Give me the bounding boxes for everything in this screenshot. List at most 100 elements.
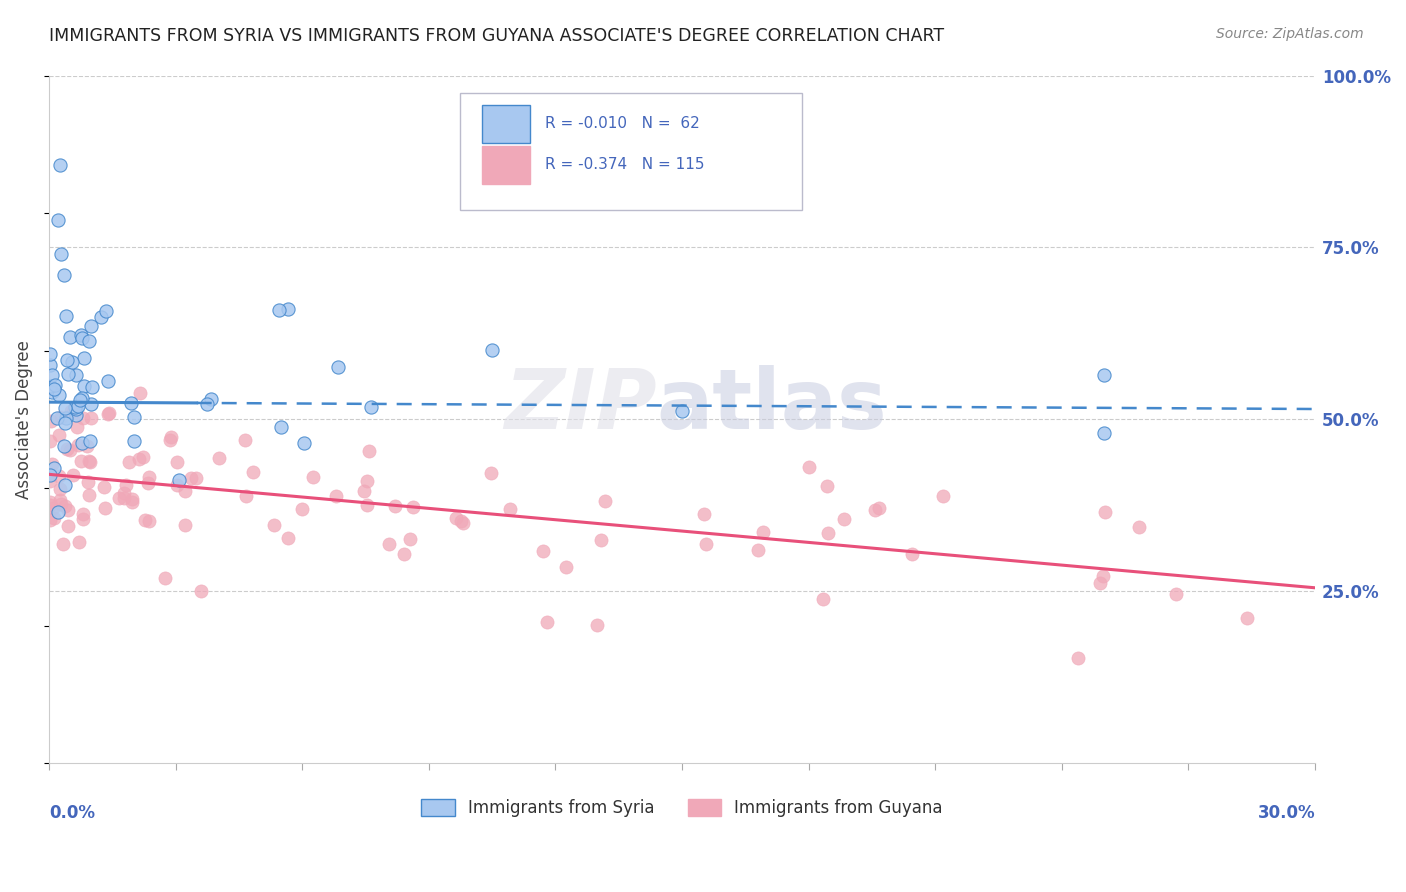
Point [70,328,93,343]
Point [593,494,616,508]
Point [38,512,60,526]
Point [1128,520,1150,534]
Point [58,502,80,516]
Point [167,474,190,488]
Point [325,489,347,503]
Point [66,438,89,452]
Point [41,384,63,399]
Point [832,512,855,526]
Point [59,330,82,344]
Point [73,379,96,393]
FancyBboxPatch shape [482,146,530,184]
Point [62,405,84,419]
Point [53,499,76,513]
Point [48,158,70,172]
Point [267,303,290,318]
Point [72,411,94,425]
Point [59,443,82,458]
Point [46,213,69,227]
Point [1088,575,1111,590]
Point [1066,651,1088,665]
Point [536,615,558,630]
Point [356,474,378,488]
Point [48,428,70,442]
Point [398,532,420,546]
Point [53,478,76,492]
Point [1092,368,1115,382]
Point [80,397,103,411]
Point [51,410,73,425]
Point [55,411,77,425]
Point [93,500,115,515]
Point [93,480,115,494]
Point [166,478,188,492]
Point [302,469,325,483]
Point [38,347,60,361]
Point [53,417,76,431]
Point [932,489,955,503]
Point [356,498,378,512]
Point [122,410,145,425]
Point [97,406,120,420]
Point [499,502,522,516]
Point [65,409,87,423]
Point [52,537,75,551]
Point [80,411,103,425]
Point [138,470,160,484]
Point [62,468,84,483]
Point [52,268,75,282]
Point [132,450,155,465]
Legend: Immigrants from Syria, Immigrants from Guyana: Immigrants from Syria, Immigrants from G… [415,792,949,823]
Point [46,505,69,519]
Point [159,433,181,447]
Point [277,302,299,317]
Point [292,436,315,450]
Point [450,514,472,528]
Point [45,411,67,425]
Point [242,466,264,480]
Point [76,475,98,490]
Point [122,434,145,448]
Point [586,617,609,632]
Point [136,476,159,491]
Point [190,583,212,598]
Point [94,304,117,318]
Text: R = -0.374   N = 115: R = -0.374 N = 115 [546,157,704,172]
Point [108,491,131,505]
Point [291,502,314,516]
Point [39,468,62,483]
Point [63,400,86,414]
Point [41,457,63,471]
Point [72,507,94,521]
Point [353,483,375,498]
Point [357,443,380,458]
Point [38,434,60,448]
Point [77,454,100,468]
Point [208,450,231,465]
Point [118,455,141,469]
Point [115,478,138,492]
Point [128,451,150,466]
Point [481,466,503,480]
Point [747,543,769,558]
Point [39,475,62,489]
Point [112,491,135,505]
Text: 30.0%: 30.0% [1257,805,1315,822]
Point [200,392,222,406]
Text: atlas: atlas [657,365,887,446]
Point [360,400,382,414]
Text: Source: ZipAtlas.com: Source: ZipAtlas.com [1216,27,1364,41]
Point [174,518,197,533]
Point [531,543,554,558]
Point [901,547,924,561]
Point [60,355,83,369]
Point [70,331,93,345]
Point [56,368,79,382]
Point [1094,504,1116,518]
Point [263,517,285,532]
Point [270,420,292,434]
Point [79,434,101,449]
Point [817,526,839,541]
Point [481,343,503,357]
Point [120,395,142,409]
